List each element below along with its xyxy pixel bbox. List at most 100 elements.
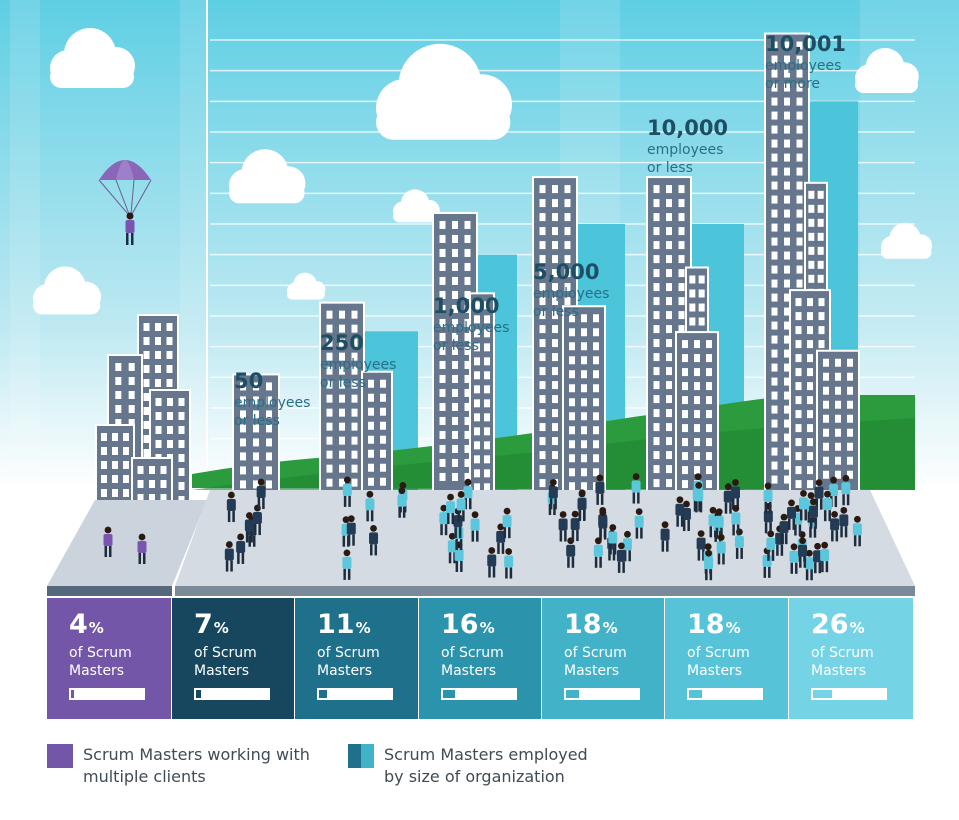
label-size-text: employees [234, 395, 311, 411]
card-percent: 16% [441, 610, 495, 643]
card-progress-bar [69, 688, 145, 700]
person-10,001 [839, 506, 849, 538]
card-multiple-clients: 4% of Scrum Masters [47, 598, 171, 719]
person-250 [365, 490, 375, 522]
legend-label-line: by size of organization [384, 767, 565, 786]
building-5,000-annex [562, 305, 606, 501]
card-description-line: of Scrum [194, 645, 257, 661]
card-5000: 18% of Scrum Masters [542, 598, 664, 719]
label-size-number: 50 [234, 369, 264, 393]
person-10,001 [804, 549, 814, 581]
person-purple [137, 533, 147, 564]
card-progress-fill [319, 690, 327, 698]
person-10,001 [766, 530, 776, 561]
person-250 [342, 476, 352, 507]
card-percent-unit: % [88, 619, 104, 637]
person-50 [224, 541, 234, 572]
card-description-line: Masters [69, 663, 125, 679]
card-percent-unit: % [355, 619, 371, 637]
person-10,001 [841, 474, 851, 506]
person-250 [342, 549, 352, 580]
person-5,000 [598, 509, 608, 540]
person-5,000 [558, 511, 568, 542]
person-10,001 [820, 541, 830, 573]
cloud [287, 272, 326, 300]
person-5,000 [570, 510, 580, 542]
person-10,000 [704, 549, 714, 581]
card-250: 11% of Scrum Masters [295, 598, 418, 719]
person-1,000 [470, 511, 480, 542]
card-percent: 18% [564, 610, 618, 643]
ground-edge-left [47, 586, 172, 596]
legend-swatch [348, 744, 374, 768]
cloud [855, 48, 919, 93]
person-250 [346, 515, 356, 546]
label-size-text: or more [765, 76, 821, 92]
building-50 [232, 373, 280, 502]
card-description-line: of Scrum [564, 645, 627, 661]
person-10,000 [714, 508, 724, 539]
person-5,000 [595, 474, 605, 505]
person-5,000 [577, 490, 587, 521]
person-10,000 [694, 481, 704, 513]
cloud [393, 189, 440, 223]
person-1,000 [447, 532, 457, 564]
label-1000: 1,000 employees or less [433, 293, 509, 355]
card-description-line: Masters [564, 663, 620, 679]
person-10,001 [798, 537, 808, 568]
label-size-text: employees [533, 286, 610, 302]
person-5,000 [634, 508, 644, 539]
card-description-line: of Scrum [69, 645, 132, 661]
cloud [881, 222, 932, 259]
person-10,000 [675, 496, 685, 527]
person-10,001 [779, 513, 789, 545]
person-1,000 [446, 493, 456, 525]
label-250: 250 employees or less [320, 330, 396, 392]
person-250 [397, 487, 407, 518]
person-10,000 [716, 534, 726, 565]
card-description-line: of Scrum [441, 645, 504, 661]
card-description-line: of Scrum [687, 645, 750, 661]
legend-label-line: Scrum Masters working with [83, 745, 310, 764]
card-percent-value: 26 [811, 609, 849, 640]
card-description: of Scrum Masters [564, 644, 674, 680]
building-1,000-annex [469, 292, 495, 501]
person-5,000 [566, 537, 576, 568]
card-percent-value: 18 [687, 609, 725, 640]
person-1,000 [504, 548, 514, 579]
card-description: of Scrum Masters [317, 644, 427, 680]
person-1,000 [496, 523, 506, 554]
card-description: of Scrum Masters [811, 644, 921, 680]
card-percent-value: 4 [69, 609, 88, 640]
card-percent-unit: % [479, 619, 495, 637]
card-percent-value: 11 [317, 609, 355, 640]
card-description-line: of Scrum [811, 645, 874, 661]
person-10,000 [731, 505, 741, 536]
person-10,001 [814, 479, 824, 510]
label-size-text: or less [320, 375, 366, 391]
card-percent-unit: % [213, 619, 229, 637]
label-size-text: or less [533, 304, 579, 320]
card-percent-unit: % [602, 619, 618, 637]
label-size-text: employees [647, 142, 724, 158]
label-size-text: or less [647, 160, 693, 176]
card-progress-bar [564, 688, 640, 700]
person-10,001 [822, 490, 832, 522]
cloud [229, 149, 306, 204]
building-10,000-annex [675, 331, 719, 501]
card-description-line: Masters [194, 663, 250, 679]
person-5,000 [548, 478, 558, 510]
person-250 [369, 525, 379, 556]
person-10,001 [852, 515, 862, 547]
person-10,001 [763, 482, 773, 513]
label-50: 50 employees or less [234, 368, 310, 430]
card-description-line: Masters [441, 663, 497, 679]
person-50 [226, 491, 236, 523]
ground-left [47, 500, 207, 586]
person-1,000 [456, 491, 466, 522]
card-progress-fill [566, 690, 579, 698]
card-progress-fill [813, 690, 832, 698]
card-progress-bar [687, 688, 763, 700]
legend-label: Scrum Masters employed by size of organiz… [384, 744, 644, 788]
card-progress-bar [441, 688, 517, 700]
